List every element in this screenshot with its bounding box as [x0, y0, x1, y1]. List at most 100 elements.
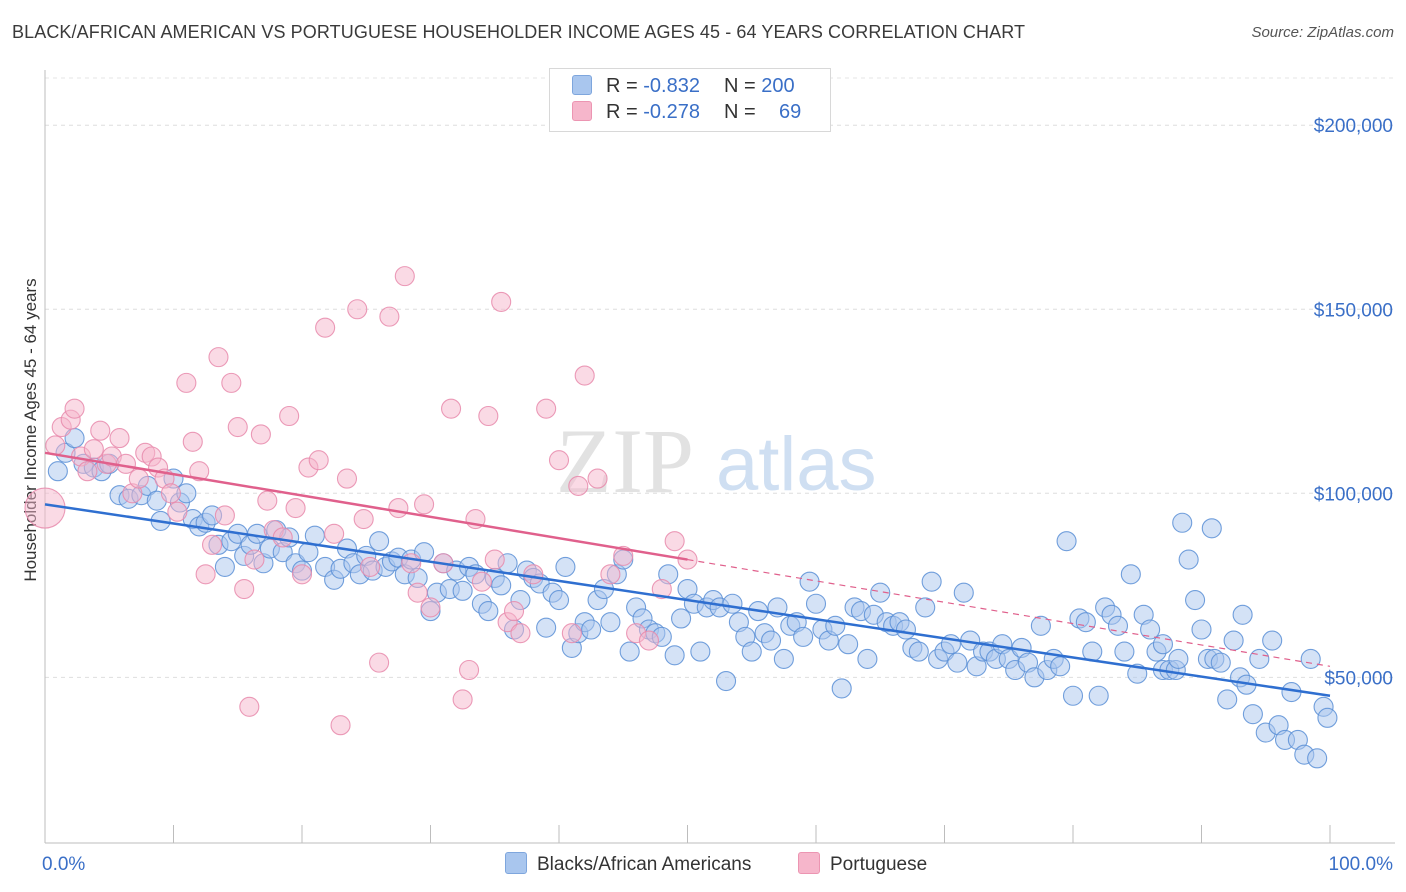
- point-portuguese: [388, 497, 409, 519]
- point-blacks: [1120, 564, 1141, 585]
- point-portuguese: [167, 501, 188, 522]
- correlation-legend: R = -0.832 N = 200 R = -0.278 N = 69: [549, 68, 831, 132]
- point-blacks: [1056, 531, 1077, 552]
- point-portuguese: [379, 306, 400, 327]
- point-portuguese: [414, 494, 435, 515]
- point-blacks: [1307, 748, 1328, 769]
- point-portuguese: [600, 564, 621, 585]
- trend-line-portuguese: [44, 451, 688, 561]
- chart-source: Source: ZipAtlas.com: [1251, 24, 1394, 41]
- point-blacks: [741, 641, 762, 662]
- point-portuguese: [244, 549, 265, 570]
- y-tick-label: $150,000: [1314, 300, 1393, 321]
- point-portuguese: [347, 299, 368, 320]
- x-tick-labels: 0.0% 100.0%: [42, 854, 1393, 875]
- point-portuguese: [471, 571, 492, 592]
- point-portuguese: [77, 461, 98, 482]
- watermark-atlas: atlas: [716, 422, 877, 507]
- x-tick-label-max: 100.0%: [1329, 854, 1394, 875]
- point-portuguese: [214, 505, 235, 526]
- bottom-legend-swatch-blacks: [505, 852, 527, 874]
- point-blacks: [664, 645, 685, 666]
- point-portuguese: [452, 689, 473, 710]
- point-portuguese: [24, 487, 66, 529]
- point-portuguese: [510, 623, 531, 644]
- point-portuguese: [45, 435, 66, 456]
- point-blacks: [715, 670, 737, 692]
- point-blacks: [793, 626, 814, 647]
- point-portuguese: [195, 564, 216, 585]
- bottom-legend-label-blacks: Blacks/African Americans: [537, 854, 752, 875]
- y-tick-label: $50,000: [1324, 668, 1393, 689]
- point-portuguese: [353, 509, 374, 530]
- y-tick-label: $100,000: [1314, 484, 1393, 505]
- point-portuguese: [561, 623, 582, 644]
- point-blacks: [1172, 512, 1193, 533]
- point-portuguese: [536, 398, 557, 419]
- point-portuguese: [250, 424, 271, 445]
- point-portuguese: [64, 398, 85, 419]
- point-blacks: [1178, 549, 1199, 570]
- point-portuguese: [279, 405, 300, 427]
- point-blacks: [47, 461, 68, 482]
- axes: [44, 70, 1395, 844]
- series-portuguese-points: [24, 266, 698, 736]
- point-blacks: [581, 619, 602, 640]
- point-portuguese: [613, 545, 634, 566]
- point-blacks: [1075, 612, 1096, 633]
- point-portuguese: [484, 549, 505, 570]
- point-portuguese: [548, 450, 570, 471]
- point-blacks: [1030, 615, 1051, 636]
- point-blacks: [478, 601, 499, 622]
- point-portuguese: [638, 630, 660, 651]
- point-blacks: [1242, 704, 1263, 725]
- point-blacks: [1201, 518, 1222, 539]
- legend-row-portuguese: R = -0.278 N = 69: [572, 101, 801, 127]
- point-portuguese: [234, 578, 255, 600]
- point-portuguese: [336, 468, 358, 489]
- point-portuguese: [491, 291, 512, 312]
- point-portuguese: [458, 659, 480, 681]
- point-blacks: [1232, 604, 1253, 625]
- point-blacks: [1062, 685, 1084, 706]
- point-blacks: [908, 641, 929, 662]
- point-portuguese: [574, 365, 595, 386]
- watermark: ZIP atlas: [556, 410, 877, 512]
- point-portuguese: [523, 564, 544, 585]
- point-blacks: [921, 571, 942, 592]
- trend-line-blacks: [44, 503, 1331, 697]
- trend-line-portuguese-extension: [687, 558, 1331, 667]
- point-portuguese: [109, 428, 130, 449]
- point-portuguese: [503, 601, 525, 622]
- point-portuguese: [407, 582, 428, 603]
- point-portuguese: [587, 468, 608, 489]
- legend-r-value-blacks: -0.832: [643, 75, 700, 97]
- x-tick-label-min: 0.0%: [42, 854, 85, 875]
- point-blacks: [799, 571, 820, 592]
- point-blacks: [947, 652, 968, 673]
- point-blacks: [369, 531, 390, 552]
- point-portuguese: [182, 431, 203, 452]
- bottom-legend-portuguese: Portuguese: [798, 852, 927, 876]
- trend-lines: [44, 451, 1331, 697]
- chart-title: BLACK/AFRICAN AMERICAN VS PORTUGUESE HOU…: [12, 22, 1026, 42]
- point-portuguese: [420, 597, 441, 618]
- point-blacks: [1050, 656, 1071, 677]
- point-portuguese: [90, 420, 111, 441]
- point-portuguese: [441, 398, 462, 419]
- point-portuguese: [651, 578, 672, 600]
- point-blacks: [760, 630, 782, 651]
- point-portuguese: [568, 475, 589, 496]
- point-portuguese: [324, 523, 345, 544]
- point-portuguese: [401, 553, 422, 574]
- point-blacks: [452, 580, 473, 601]
- point-portuguese: [227, 417, 248, 438]
- point-blacks: [805, 593, 827, 614]
- point-portuguese: [315, 317, 336, 338]
- point-blacks: [1088, 685, 1109, 706]
- point-portuguese: [291, 564, 313, 585]
- point-blacks: [722, 593, 743, 614]
- point-portuguese: [115, 453, 137, 474]
- point-blacks: [1217, 689, 1238, 710]
